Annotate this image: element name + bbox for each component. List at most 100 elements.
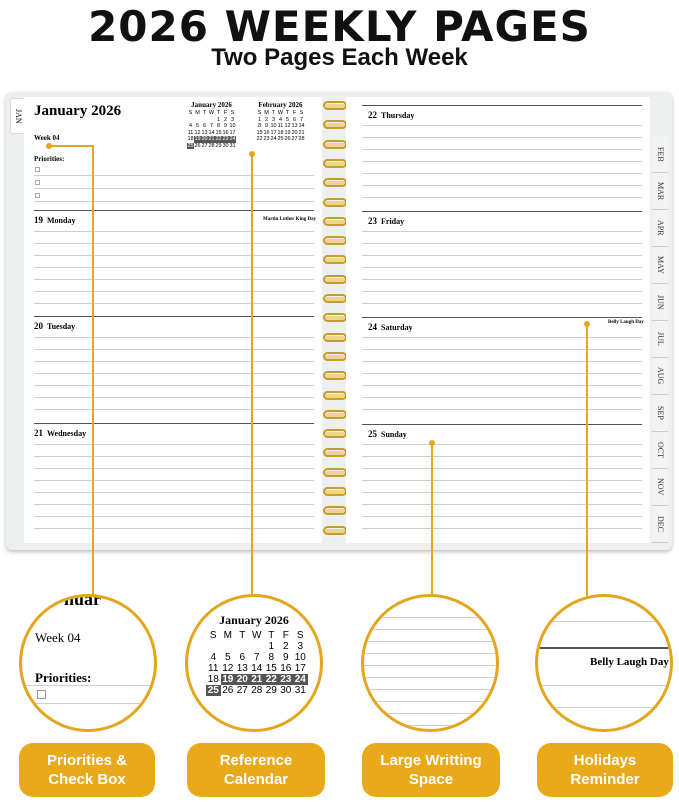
- tab-may[interactable]: MAY: [652, 247, 668, 284]
- feature-priorities: Priorities & Check Box: [19, 743, 155, 797]
- tab-sep[interactable]: SEP: [652, 395, 668, 432]
- tab-mar[interactable]: MAR: [652, 173, 668, 210]
- rule: [34, 337, 314, 338]
- checkbox[interactable]: [35, 180, 40, 185]
- calendar-day: 12: [284, 123, 291, 129]
- dow-label: T: [202, 110, 207, 116]
- calendar-day: 4: [210, 652, 217, 663]
- tab-aug[interactable]: AUG: [652, 358, 668, 395]
- calendar-day: 7: [299, 116, 304, 123]
- dow-label: T: [285, 110, 290, 116]
- calendar-day: [235, 641, 250, 652]
- rule: [362, 125, 642, 126]
- day-label-monday: 19 Monday: [34, 215, 76, 225]
- tab-feb[interactable]: FEB: [652, 136, 668, 173]
- rule: [362, 337, 642, 338]
- mini-calendar-february: February 2026 S M T W T F S 1 2 3 4 5 6 7 8 9 10 11 12 13 14…: [256, 101, 305, 143]
- rule: [22, 703, 154, 704]
- day-label-thursday: 22 Thursday: [368, 110, 415, 120]
- holiday-label: Belly Laugh Day: [608, 320, 644, 325]
- calendar-day: 4: [278, 116, 283, 123]
- spiral-coil: [322, 448, 348, 458]
- spiral-coil: [322, 467, 348, 478]
- calendar-day: 10: [294, 652, 306, 663]
- calendar-day: 2: [282, 641, 289, 652]
- rule: [364, 725, 496, 726]
- calendar-day: 23: [222, 136, 229, 143]
- tab-nov[interactable]: NOV: [652, 469, 668, 506]
- zoom-checkbox[interactable]: [37, 690, 46, 699]
- tab-jun[interactable]: JUN: [652, 284, 668, 321]
- calendar-day: 11: [277, 123, 284, 129]
- calendar-day: 3: [297, 641, 304, 652]
- rule: [362, 291, 642, 292]
- dow-label: S: [257, 110, 262, 116]
- spiral-coil: [322, 409, 348, 420]
- calendar-day: 27: [291, 136, 298, 142]
- dow-label: T: [271, 110, 276, 116]
- rule: [34, 188, 314, 189]
- checkbox[interactable]: [35, 167, 40, 172]
- callout-line: [431, 443, 433, 596]
- rule: [364, 701, 496, 702]
- rule: [34, 201, 314, 202]
- calendar-day: 6: [239, 652, 246, 663]
- rule: [362, 185, 642, 186]
- dow-label: W: [208, 110, 215, 116]
- calendar-day: 3: [230, 116, 235, 123]
- tab-jul[interactable]: JUL: [652, 321, 668, 358]
- holiday-label: Martin Luther King Day: [263, 217, 317, 222]
- rule: [364, 665, 496, 666]
- dow-label: S: [230, 110, 235, 116]
- dow-label: W: [277, 110, 284, 116]
- calendar-day: 26: [194, 142, 201, 149]
- calendar-day: 3: [271, 116, 276, 123]
- rule: [362, 161, 642, 162]
- spiral-coil: [322, 506, 348, 516]
- calendar-day: 24: [270, 136, 277, 142]
- spiral-coil: [322, 294, 348, 304]
- rule: [362, 504, 642, 505]
- mini-calendar-grid: S M T W T F S 1 2 3 4 5 6 7 8 9 10 11 12 13 14 15 16 17 18 19 20 21…: [256, 110, 305, 143]
- spiral-coil: [322, 332, 348, 343]
- rule: [34, 373, 314, 374]
- calendar-day: 16: [263, 129, 270, 136]
- dow-label: F: [282, 630, 289, 641]
- calendar-day: 29: [265, 685, 277, 696]
- day-label-saturday: 24 Saturday: [368, 322, 413, 332]
- calendar-day: 8: [216, 123, 221, 129]
- tab-dec[interactable]: DEC: [652, 506, 668, 543]
- checkbox[interactable]: [35, 193, 40, 198]
- rule: [362, 397, 642, 398]
- spiral-coil: [322, 487, 348, 497]
- calendar-day: 13: [236, 663, 248, 674]
- dow-label: S: [209, 630, 217, 641]
- tab-oct[interactable]: OCT: [652, 432, 668, 469]
- calendar-day: 6: [292, 116, 297, 123]
- calendar-day: 27: [236, 685, 248, 696]
- calendar-day: 8: [257, 123, 262, 129]
- rule: [362, 243, 642, 244]
- dow-label: M: [223, 630, 232, 641]
- calendar-day: 7: [209, 123, 214, 129]
- week-number: Week 04: [34, 134, 60, 142]
- feature-writing-space: Large Writting Space: [362, 743, 500, 797]
- callout-line: [251, 154, 253, 596]
- day-label-tuesday: 20 Tuesday: [34, 321, 76, 331]
- calendar-day: 28: [298, 136, 305, 142]
- rule: [538, 685, 670, 686]
- main-title: 2026 WEEKLY PAGES: [88, 2, 591, 51]
- calendar-day: 21: [298, 129, 305, 136]
- calendar-day: 14: [298, 123, 305, 129]
- calendar-day: 20: [201, 136, 208, 143]
- tab-apr[interactable]: APR: [652, 210, 668, 247]
- rule: [34, 397, 314, 398]
- dow-label: T: [216, 110, 221, 116]
- calendar-day: 16: [280, 663, 292, 674]
- calendar-day: 19: [284, 129, 291, 136]
- rule: [34, 468, 314, 469]
- calendar-day: 7: [253, 652, 260, 663]
- day-divider: [34, 316, 314, 317]
- mini-calendar-title: February 2026: [258, 101, 303, 109]
- calendar-day: 25: [277, 136, 284, 142]
